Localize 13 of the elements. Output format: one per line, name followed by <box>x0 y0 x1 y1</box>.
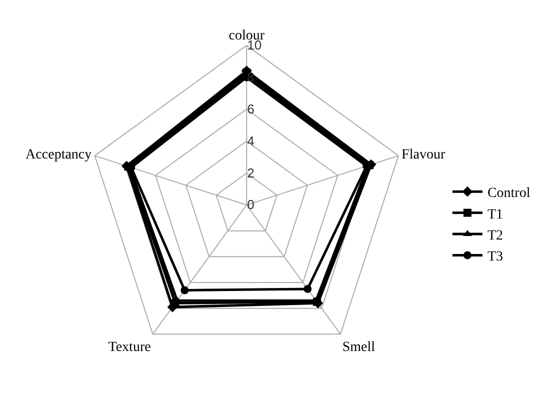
y-tick-label: 2 <box>247 165 254 180</box>
spoke-label: Acceptancy <box>26 147 92 162</box>
legend-label: Control <box>487 186 530 202</box>
y-tick-label: 8 <box>247 70 254 85</box>
legend-label: T2 <box>487 228 504 244</box>
spoke-label: Flavour <box>402 147 446 162</box>
spoke-label: Texture <box>108 340 151 356</box>
y-tick-label: 4 <box>247 133 254 148</box>
y-tick-label: 6 <box>247 101 254 116</box>
spoke-label: Smell <box>342 340 376 356</box>
legend-label: T3 <box>487 250 504 265</box>
y-tick-label: 0 <box>247 197 254 212</box>
legend-label: T1 <box>487 207 504 222</box>
